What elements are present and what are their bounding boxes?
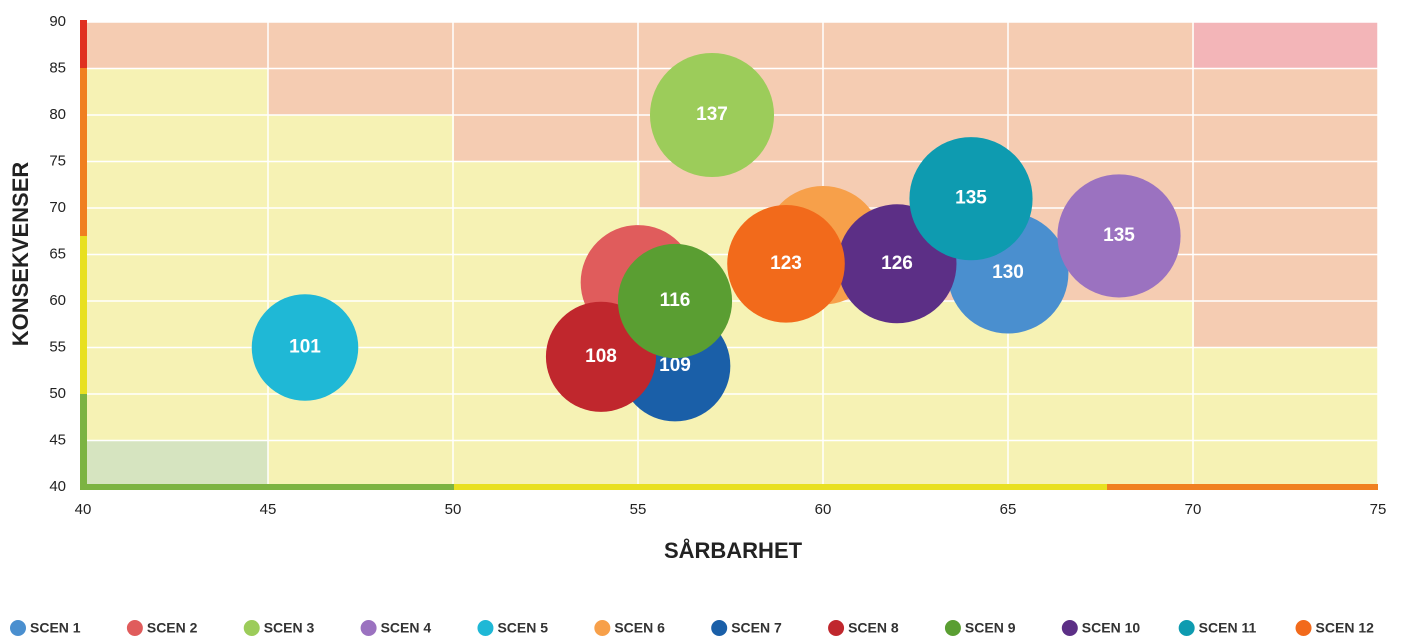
legend-marker [1061,620,1078,636]
legend-label: SCEN 12 [1316,620,1375,636]
bubble-label: 116 [660,290,691,311]
legend-label: SCEN 1 [30,620,81,636]
bubble-label: 130 [992,262,1024,283]
y-tick-label: 45 [49,431,66,448]
bubble [649,52,775,178]
x-tick-label: 60 [815,501,832,518]
bubble-label: 108 [585,346,617,367]
legend-marker [711,620,728,636]
bubble-label: 135 [1103,225,1135,246]
y-axis-label: KONSEKVENSER [8,162,33,347]
y-tick-label: 70 [49,199,66,216]
x-tick-label: 75 [1370,501,1387,518]
legend-label: SCEN 10 [1082,620,1141,636]
bubble-label: 126 [881,253,913,274]
bubble [617,243,733,359]
y-tick-label: 65 [49,245,66,262]
bubble-label: 123 [770,253,802,274]
legend-label: SCEN 9 [965,620,1016,636]
legend-marker [1295,620,1312,636]
y-tick-label: 55 [49,338,66,355]
legend-marker [243,620,260,636]
legend-label: SCEN 7 [731,620,782,636]
legend-marker [360,620,377,636]
legend-label: SCEN 11 [1199,620,1257,636]
x-tick-label: 70 [1185,501,1202,518]
x-tick-label: 65 [1000,501,1017,518]
legend-marker [1178,620,1195,636]
bubble [1057,174,1181,298]
legend-marker [944,620,961,636]
y-tick-label: 80 [49,106,66,123]
legend-marker [477,620,494,636]
legend-label: SCEN 3 [264,620,315,636]
legend-label: SCEN 6 [614,620,665,636]
y-tick-label: 40 [49,478,66,495]
x-tick-label: 45 [260,501,277,518]
legend-label: SCEN 2 [147,620,198,636]
y-tick-label: 85 [49,59,66,76]
y-tick-label: 75 [49,152,66,169]
x-tick-label: 50 [445,501,462,518]
x-tick-label: 55 [630,501,647,518]
bubble-label: 137 [696,104,728,125]
legend-marker [828,620,845,636]
y-tick-label: 60 [49,292,66,309]
bubble [909,137,1033,261]
y-tick-label: 90 [49,13,66,30]
legend-marker [126,620,143,636]
x-axis-label: SÅRBARHET [664,537,803,563]
bubble [251,294,359,401]
bubble [727,205,845,323]
x-tick-label: 40 [75,501,92,518]
y-tick-label: 50 [49,385,66,402]
bubble-label: 135 [955,188,987,209]
legend-label: SCEN 8 [848,620,899,636]
legend-marker [10,620,26,636]
legend-label: SCEN 4 [381,620,432,636]
bubble-label: 101 [289,337,321,358]
legend-marker [594,620,611,636]
zone-bars [80,20,1378,490]
bubble-label: 109 [659,355,691,376]
legend-label: SCEN 5 [497,620,548,636]
